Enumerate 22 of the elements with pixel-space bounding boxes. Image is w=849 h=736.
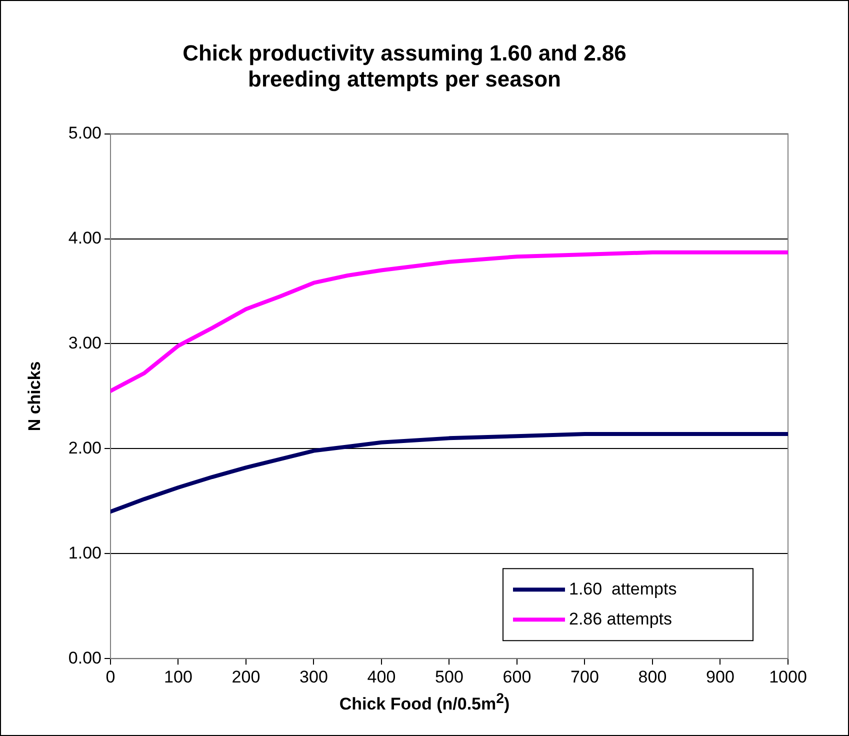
x-tick-label: 100 (164, 667, 192, 686)
y-tick-label: 1.00 (68, 543, 102, 562)
x-axis-title: Chick Food (n/0.5m$^{2}$) (338, 691, 511, 715)
legend-label: 1.60 attempts (569, 579, 677, 598)
y-tick-label: 2.00 (68, 438, 102, 458)
x-tick-label: 700 (570, 667, 599, 686)
x-tick-label: 200 (232, 667, 260, 686)
y-axis-title: N chicks (24, 361, 44, 432)
y-tick-label: 0.00 (68, 648, 102, 668)
x-tick-label: 900 (706, 667, 734, 686)
x-tick-label: 1000 (769, 667, 807, 686)
x-tick-label: 300 (300, 667, 328, 686)
x-tick-label: 800 (638, 667, 667, 686)
x-tick-label: 600 (502, 667, 532, 686)
y-tick-label: 4.00 (68, 228, 102, 248)
x-tick-label: 400 (367, 667, 396, 686)
chart-title: Chick productivity assuming 1.60 and 2.86 breeding attempts per season (182, 40, 626, 92)
y-tick-label: 3.00 (68, 333, 102, 352)
x-tick-label: 0 (106, 667, 116, 686)
legend-label: 2.86 attempts (569, 609, 672, 628)
y-tick-label: 5.00 (68, 123, 102, 142)
x-tick-label: 500 (435, 667, 464, 686)
